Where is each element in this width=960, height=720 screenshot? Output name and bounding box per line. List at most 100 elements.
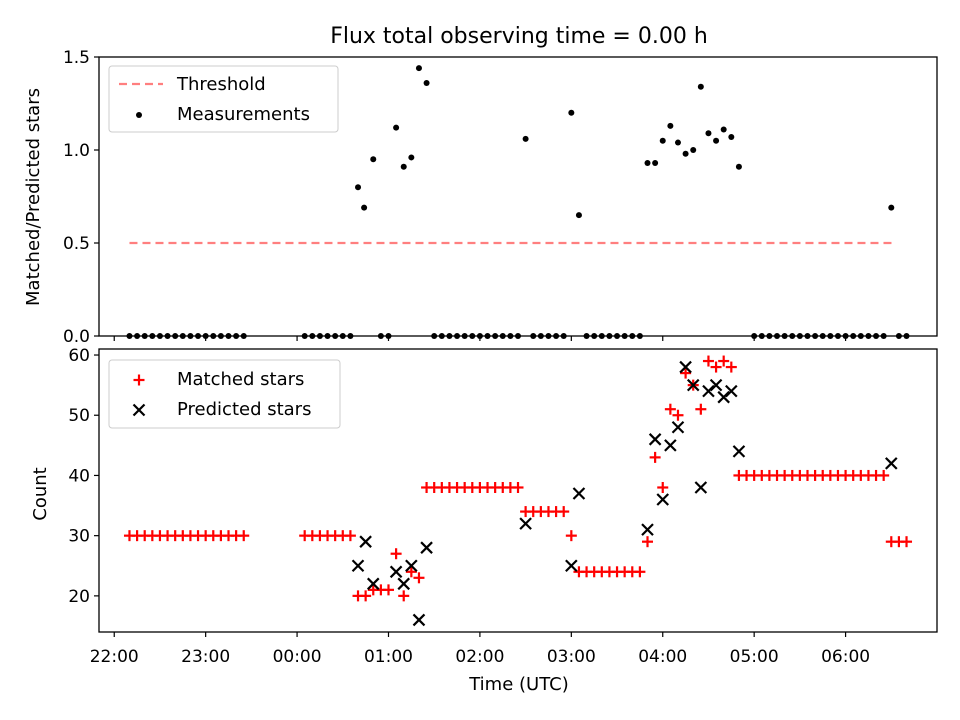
matched-star-point: [413, 572, 425, 584]
predicted-star-point: [694, 481, 708, 494]
matched-star-point: [390, 548, 402, 560]
measurement-point: [720, 126, 727, 133]
measurement-point: [187, 333, 194, 339]
measurement-point: [164, 333, 171, 339]
measurement-point: [141, 333, 148, 339]
predicted-star-point: [664, 439, 677, 452]
ratio-y-tick-label: 0.0: [63, 327, 90, 347]
measurement-point: [697, 83, 704, 90]
measurement-point: [385, 333, 392, 339]
measurement-point: [652, 160, 659, 167]
predicted-star-point: [702, 384, 715, 398]
predicted-star-point: [366, 577, 380, 591]
measurement-point: [156, 333, 163, 339]
measurement-point: [377, 333, 384, 339]
measurement-point: [682, 150, 689, 157]
count-plot-frame: [98, 348, 938, 633]
matched-stars-points: [123, 355, 913, 602]
count-x-tick-label: 03:00: [547, 647, 596, 667]
measurement-point: [591, 333, 598, 339]
matched-star-point: [238, 530, 250, 542]
matched-star-point: [649, 451, 661, 463]
predicted-star-point: [397, 577, 411, 591]
measurement-point: [217, 333, 224, 339]
predicted-star-point: [679, 360, 692, 374]
matched-star-point: [695, 403, 707, 415]
measurement-point: [438, 333, 445, 339]
matched-star-point: [398, 590, 410, 602]
predicted-star-point: [641, 523, 654, 536]
measurement-point: [857, 333, 864, 339]
measurement-point: [210, 333, 217, 339]
measurement-point: [347, 333, 354, 339]
measurement-point: [484, 333, 491, 339]
measurement-point: [423, 80, 430, 87]
matched-star-point: [878, 469, 890, 481]
predicted-legend-marker: [132, 403, 146, 417]
ratio-y-ticks: 0.0 0.5 1.0 1.5: [63, 48, 99, 347]
matched-star-point: [512, 481, 524, 493]
count-legend-box: [108, 359, 341, 429]
measurement-point: [705, 130, 712, 137]
matched-star-point: [725, 361, 737, 373]
measurement-point: [172, 333, 179, 339]
measurement-point: [827, 333, 834, 339]
count-legend: Matched stars Predicted stars: [108, 359, 341, 429]
measurement-points: [126, 65, 910, 339]
count-x-tick-label: 23:00: [181, 647, 230, 667]
measurements-legend-swatch: [136, 112, 142, 118]
measurement-point: [781, 333, 788, 339]
x-axis-label: Time (UTC): [468, 674, 569, 695]
predicted-stars-legend-swatch: [132, 403, 146, 417]
matched-legend-marker: [133, 374, 145, 386]
measurement-point: [301, 333, 308, 339]
predicted-star-point: [717, 390, 730, 404]
measurement-point: [309, 333, 316, 339]
measurement-point: [195, 333, 202, 339]
measurement-point: [834, 333, 841, 339]
count-y-tick-label: 30: [68, 527, 90, 547]
matched-star-point: [405, 566, 417, 578]
measurement-point: [796, 333, 803, 339]
matched-star-point: [565, 530, 577, 542]
predicted-star-point: [648, 433, 662, 446]
ratio-y-axis-label: Matched/Predicted stars: [23, 88, 44, 306]
measurement-point: [598, 333, 605, 339]
measurement-point: [461, 333, 468, 339]
chart-title: Flux total observing time = 0.00 h: [330, 24, 708, 49]
ratio-panel: 0.0 0.5 1.0 1.5 Matched/Predicted stars Thr…: [23, 48, 938, 347]
measurement-point: [636, 333, 643, 339]
matched-star-point: [664, 403, 676, 415]
count-y-tick-label: 50: [68, 406, 90, 426]
measurement-point: [545, 333, 552, 339]
predicted-stars-points: [351, 360, 898, 627]
matched-star-point: [672, 409, 684, 421]
count-x-tick-label: 00:00: [273, 647, 322, 667]
measurement-point: [233, 333, 240, 339]
measurement-point: [225, 333, 232, 339]
measurement-point: [774, 333, 781, 339]
measurement-point: [408, 154, 415, 161]
matched-star-point: [360, 590, 372, 602]
measurement-point: [393, 124, 400, 131]
measurement-point: [583, 333, 590, 339]
measurement-point: [202, 333, 209, 339]
ratio-y-tick-label: 0.5: [63, 234, 90, 254]
count-x-tick-label: 22:00: [90, 647, 139, 667]
measurement-point: [606, 333, 613, 339]
matched-stars-legend-label: Matched stars: [177, 369, 304, 390]
matched-star-point: [657, 481, 669, 493]
measurement-point: [735, 163, 742, 170]
predicted-star-point: [725, 384, 738, 398]
measurement-point: [400, 163, 407, 170]
measurement-point: [499, 333, 506, 339]
measurements-legend-label: Measurements: [177, 104, 310, 125]
matched-star-point: [382, 584, 394, 596]
measurement-point: [515, 333, 521, 339]
count-panel: 20 30 40 50 60 22:00 23:00 00:00 01:00 02:00 03:0…: [30, 346, 938, 695]
measurement-point: [713, 137, 720, 144]
measurement-point: [316, 333, 323, 339]
measurement-point: [880, 333, 887, 339]
count-y-tick-label: 20: [68, 587, 90, 607]
